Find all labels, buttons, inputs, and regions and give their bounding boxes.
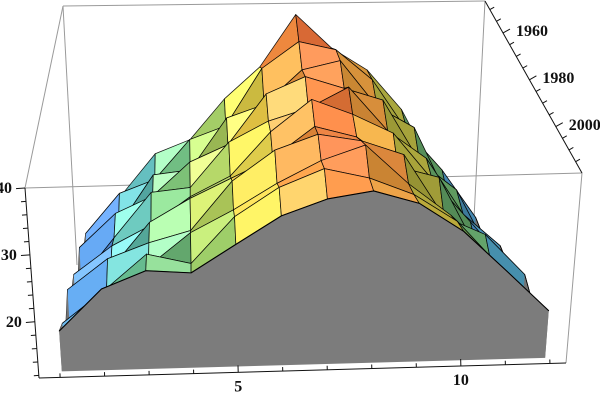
temperature-surface-plot-canvas xyxy=(0,0,600,400)
plot3d-figure xyxy=(0,0,600,400)
